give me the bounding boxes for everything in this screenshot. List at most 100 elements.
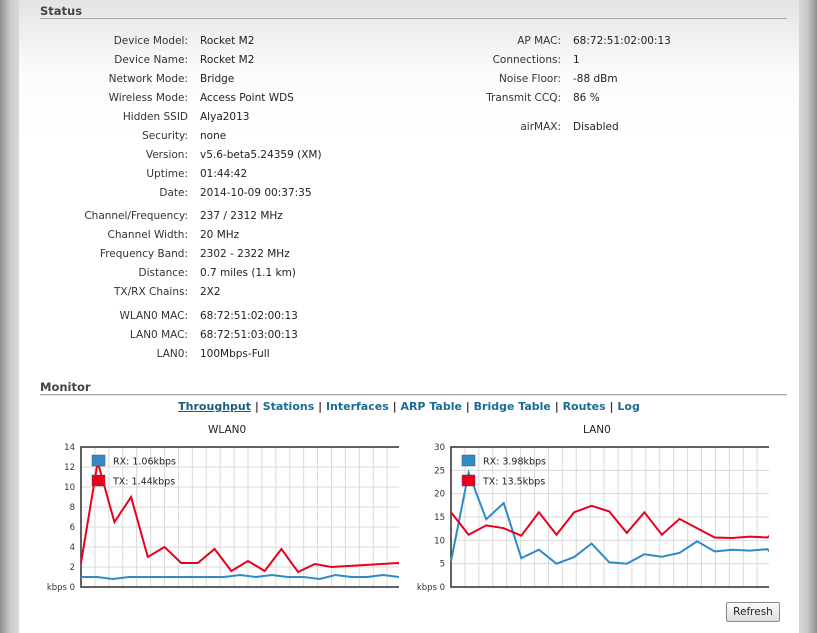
y-tick-label: 25 (434, 466, 445, 476)
tab-stations[interactable]: Stations (262, 400, 315, 413)
left-value: Alya2013 (200, 111, 250, 123)
plot-frame (450, 446, 769, 588)
y-tick-label: 0 (70, 583, 75, 593)
y-tick-label: 10 (64, 483, 75, 493)
left-value: 237 / 2312 MHz (200, 210, 283, 222)
legend-label-rx: RX: 1.06kbps (113, 457, 176, 468)
tab-separator: | (314, 400, 326, 413)
left-label: Frequency Band: (99, 248, 188, 260)
left-label: LAN0: (156, 348, 188, 360)
legend-swatch-rx (91, 454, 106, 467)
y-tick-label: 10 (434, 536, 445, 546)
left-value: 20 MHz (200, 229, 240, 241)
y-axis-label: kbps (47, 583, 68, 593)
y-tick-label: 30 (434, 443, 445, 453)
wlan0-throughput-chart: 0 2 4 6 8 10 12 14 kbps RX: 1.06kbps TX: 1.44kbps (47, 443, 399, 593)
refresh-button[interactable]: Refresh (726, 602, 780, 622)
left-value: 2X2 (200, 286, 221, 298)
tab-bridge-table[interactable]: Bridge Table (473, 400, 551, 413)
plot-frame (80, 446, 399, 588)
status-section-title: Status (40, 4, 83, 18)
left-value: 68:72:51:03:00:13 (200, 329, 298, 341)
main-panel: Status Device Model: Rocket M2 Device Name… (19, 0, 799, 633)
status-divider (40, 18, 787, 20)
legend-swatch-tx (91, 474, 106, 487)
lan0-throughput-chart: 0 5 10 15 20 25 30 kbps RX: 3.98kbps TX: 13.5kbps (417, 443, 769, 593)
right-label: AP MAC: (517, 35, 561, 47)
tab-interfaces[interactable]: Interfaces (325, 400, 389, 413)
left-label: Device Name: (114, 54, 188, 66)
right-value: Disabled (573, 121, 619, 133)
left-label: Security: (142, 130, 188, 142)
y-axis-label: kbps (417, 583, 438, 593)
legend-swatch-rx (461, 454, 476, 467)
tab-routes[interactable]: Routes (562, 400, 606, 413)
series-line-rx (450, 469, 769, 565)
tab-separator: | (388, 400, 401, 413)
series-line-tx (80, 461, 399, 574)
left-value: v5.6-beta5.24359 (XM) (200, 149, 322, 161)
wlan0-chart-title: WLAN0 (208, 424, 247, 436)
y-tick-label: 2 (70, 563, 75, 573)
left-value: Rocket M2 (200, 54, 255, 66)
tab-throughput[interactable]: Throughput (178, 400, 251, 413)
y-tick-label: 15 (434, 513, 445, 523)
y-tick-label: 4 (70, 543, 75, 553)
left-label: Uptime: (146, 168, 188, 180)
series-line-tx (450, 504, 769, 540)
left-value: 68:72:51:02:00:13 (200, 310, 298, 322)
y-tick-label: 20 (434, 490, 445, 500)
left-label: Channel/Frequency: (84, 210, 188, 222)
left-label: Version: (145, 149, 188, 161)
left-label: Channel Width: (107, 229, 189, 241)
left-value: Rocket M2 (200, 35, 255, 47)
y-tick-label: 0 (440, 583, 445, 593)
left-value: 0.7 miles (1.1 km) (200, 267, 296, 279)
right-label: airMAX: (520, 121, 561, 133)
y-tick-label: 6 (70, 523, 75, 533)
left-value: 2014-10-09 00:37:35 (200, 187, 312, 199)
lan0-chart-title: LAN0 (583, 424, 611, 436)
left-value: Bridge (200, 73, 235, 85)
right-label: Connections: (492, 54, 561, 66)
left-value: none (200, 130, 227, 142)
y-tick-label: 12 (64, 463, 75, 473)
y-tick-label: 5 (440, 560, 445, 570)
left-label: Date: (159, 187, 188, 199)
tab-separator: | (605, 400, 618, 413)
left-value: 2302 - 2322 MHz (200, 248, 290, 260)
series-line-rx (81, 573, 399, 581)
right-value: -88 dBm (573, 73, 618, 85)
right-label: Noise Floor: (499, 73, 561, 85)
legend-swatch-tx (461, 474, 476, 487)
left-value: 01:44:42 (200, 168, 248, 180)
plot-area (81, 447, 399, 587)
y-tick-label: 14 (64, 443, 75, 453)
right-label: Transmit CCQ: (486, 92, 561, 104)
monitor-divider (40, 394, 787, 396)
left-label: Wireless Mode: (108, 92, 188, 104)
left-label: WLAN0 MAC: (119, 310, 188, 322)
left-label: TX/RX Chains: (114, 286, 188, 298)
monitor-section-title: Monitor (40, 380, 91, 394)
left-label: LAN0 MAC: (129, 329, 188, 341)
legend-label-tx: TX: 1.44kbps (112, 477, 175, 488)
tab-log[interactable]: Log (617, 400, 640, 413)
legend-label-rx: RX: 3.98kbps (483, 457, 546, 468)
tab-arp-table[interactable]: ARP Table (400, 400, 462, 413)
left-value: Access Point WDS (200, 92, 294, 104)
left-label: Network Mode: (108, 73, 188, 85)
left-label: Distance: (138, 267, 188, 279)
tab-separator: | (550, 400, 563, 413)
left-label: Hidden SSID (122, 111, 188, 123)
right-value: 86 % (573, 92, 600, 104)
right-value: 1 (573, 54, 580, 66)
left-value: 100Mbps-Full (200, 348, 270, 360)
tab-separator: | (251, 400, 263, 413)
y-tick-label: 8 (70, 503, 75, 513)
left-label: Device Model: (113, 35, 188, 47)
right-value: 68:72:51:02:00:13 (573, 35, 671, 47)
monitor-tabs: Throughput | Stations | Interfaces | ARP… (19, 400, 799, 413)
tab-separator: | (461, 400, 474, 413)
legend-label-tx: TX: 13.5kbps (482, 477, 545, 488)
